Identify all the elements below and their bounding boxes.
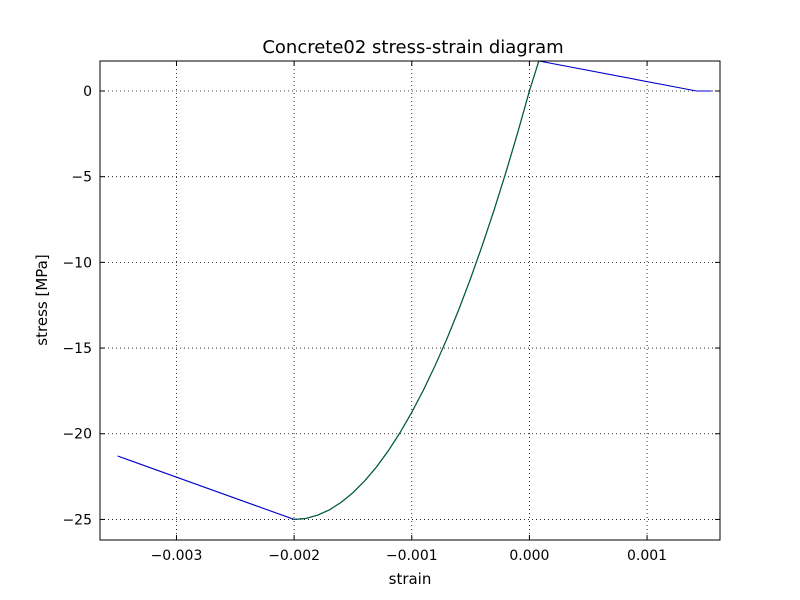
plot-frame	[99, 60, 721, 541]
x-tick-label: −0.001	[386, 548, 438, 564]
series-line-2	[294, 60, 540, 520]
y-tick-label: −10	[62, 255, 92, 271]
x-tick-label: 0.001	[627, 548, 667, 564]
y-axis-label: stress [MPa]	[33, 254, 51, 345]
x-tick-label: −0.002	[268, 548, 320, 564]
y-tick-label: 0	[83, 84, 92, 100]
y-tick-label: −15	[62, 341, 92, 357]
y-tick-label: −20	[62, 427, 92, 443]
y-tick-label: −5	[71, 170, 92, 186]
grid	[100, 61, 720, 540]
x-axis-label: strain	[389, 570, 432, 588]
axis-ticks: −0.003 −0.002 −0.001 0.000 0.001 0 −5 −10 −15 −20…	[62, 61, 720, 564]
y-tick-label: −25	[62, 512, 92, 528]
x-tick-label: 0.000	[509, 548, 549, 564]
x-tick-label: −0.003	[151, 548, 203, 564]
series-lines	[117, 60, 712, 520]
chart-title: Concrete02 stress-strain diagram	[262, 37, 563, 58]
